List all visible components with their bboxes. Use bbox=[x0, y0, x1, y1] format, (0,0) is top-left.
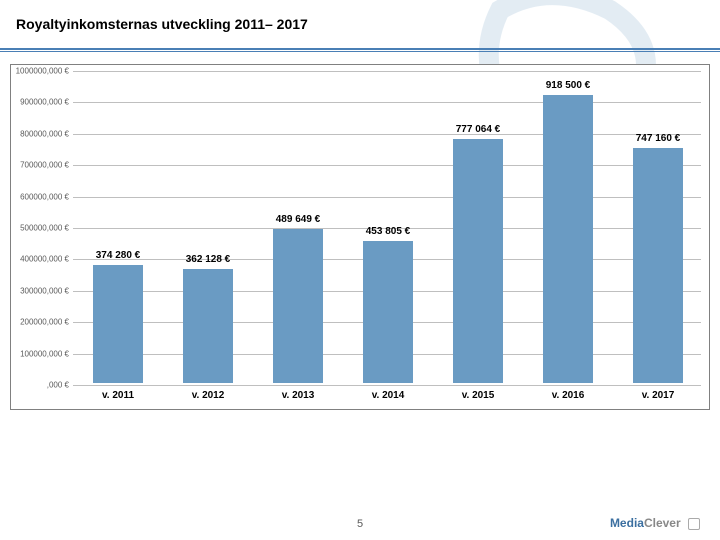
gridline bbox=[73, 71, 701, 72]
bar-value-label: 777 064 € bbox=[456, 124, 501, 135]
gridline bbox=[73, 385, 701, 386]
bar bbox=[273, 229, 323, 383]
x-tick-label: v. 2014 bbox=[372, 390, 405, 401]
bar-chart: ,000 € 100000,000 € 200000,000 € 300000,000… bbox=[10, 64, 710, 410]
bar bbox=[453, 139, 503, 383]
bar bbox=[363, 241, 413, 383]
x-tick-label: v. 2013 bbox=[282, 390, 315, 401]
bar-value-label: 489 649 € bbox=[276, 214, 321, 225]
bar-value-label: 918 500 € bbox=[546, 80, 591, 91]
y-tick-label: 100000,000 € bbox=[13, 349, 69, 358]
y-tick-label: 300000,000 € bbox=[13, 286, 69, 295]
y-tick-label: 600000,000 € bbox=[13, 192, 69, 201]
y-tick-label: 200000,000 € bbox=[13, 318, 69, 327]
bar bbox=[543, 95, 593, 383]
logo-icon bbox=[688, 518, 700, 530]
gridline bbox=[73, 197, 701, 198]
y-tick-label: 400000,000 € bbox=[13, 255, 69, 264]
x-tick-label: v. 2011 bbox=[102, 390, 134, 401]
x-tick-label: v. 2015 bbox=[462, 390, 495, 401]
bar-value-label: 747 160 € bbox=[636, 133, 681, 144]
bar-value-label: 362 128 € bbox=[186, 254, 231, 265]
y-tick-label: 900000,000 € bbox=[13, 98, 69, 107]
bar bbox=[93, 265, 143, 383]
y-tick-label: 700000,000 € bbox=[13, 161, 69, 170]
page-number: 5 bbox=[357, 518, 363, 530]
gridline bbox=[73, 134, 701, 135]
y-tick-label: 500000,000 € bbox=[13, 224, 69, 233]
bar bbox=[633, 148, 683, 383]
y-tick-label: ,000 € bbox=[13, 381, 69, 390]
footer-logo: MediaClever bbox=[610, 516, 700, 530]
x-tick-label: v. 2012 bbox=[192, 390, 225, 401]
y-tick-label: 1000000,000 € bbox=[13, 67, 69, 76]
logo-part1: Media bbox=[610, 516, 644, 530]
bar bbox=[183, 269, 233, 383]
x-tick-label: v. 2016 bbox=[552, 390, 585, 401]
plot-area: ,000 €100000,000 €200000,000 €300000,000… bbox=[73, 71, 701, 383]
gridline bbox=[73, 165, 701, 166]
y-tick-label: 800000,000 € bbox=[13, 129, 69, 138]
gridline bbox=[73, 102, 701, 103]
x-tick-label: v. 2017 bbox=[642, 390, 675, 401]
logo-part2: Clever bbox=[644, 516, 681, 530]
page-title: Royaltyinkomsternas utveckling 2011– 201… bbox=[16, 16, 308, 32]
bar-value-label: 374 280 € bbox=[96, 250, 141, 261]
bar-value-label: 453 805 € bbox=[366, 226, 411, 237]
title-underline bbox=[0, 48, 720, 50]
title-underline-thin bbox=[0, 51, 720, 52]
